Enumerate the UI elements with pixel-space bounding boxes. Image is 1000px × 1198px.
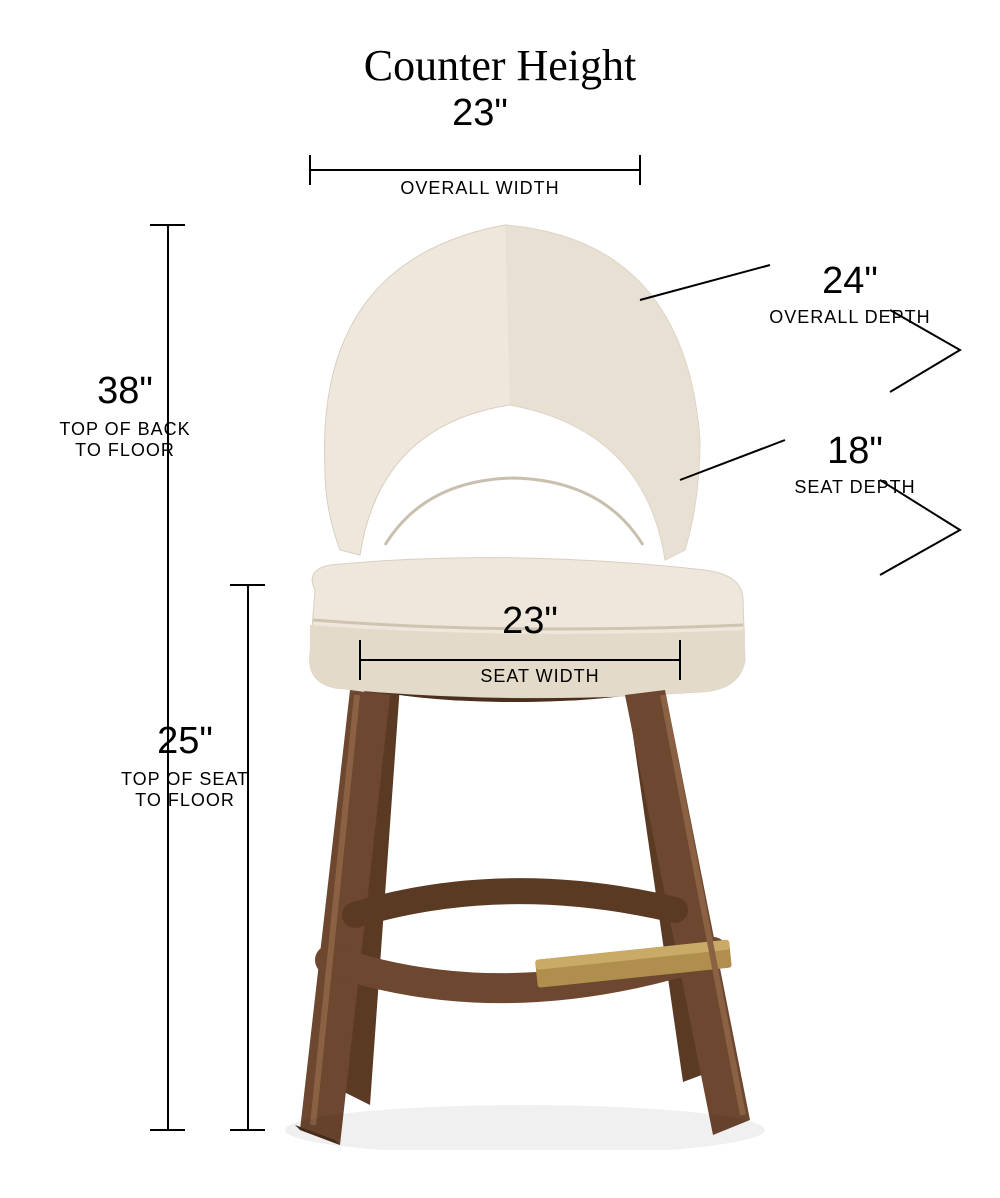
stool-illustration (245, 170, 765, 1150)
back-to-floor-value: 38" (40, 370, 210, 413)
seat-to-floor-value: 25" (95, 720, 275, 763)
diagram-title: Counter Height (364, 40, 637, 91)
seat-depth-block: 18" SEAT DEPTH (770, 430, 940, 498)
overall-depth-label: OVERALL DEPTH (760, 307, 940, 328)
seat-depth-label: SEAT DEPTH (770, 477, 940, 498)
back-to-floor-block: 38" TOP OF BACK TO FLOOR (40, 370, 210, 461)
overall-width-block: 23" (400, 92, 560, 135)
overall-depth-value: 24" (760, 260, 940, 303)
seat-width-label: SEAT WIDTH (440, 666, 640, 687)
overall-width-label: OVERALL WIDTH (370, 178, 590, 199)
seat-width-block: 23" (450, 600, 610, 643)
overall-width-value: 23" (400, 92, 560, 135)
seat-to-floor-block: 25" TOP OF SEAT TO FLOOR (95, 720, 275, 811)
seat-width-value: 23" (450, 600, 610, 643)
overall-depth-block: 24" OVERALL DEPTH (760, 260, 940, 328)
seat-depth-value: 18" (770, 430, 940, 473)
back-to-floor-label: TOP OF BACK TO FLOOR (40, 419, 210, 461)
seat-to-floor-label: TOP OF SEAT TO FLOOR (95, 769, 275, 811)
